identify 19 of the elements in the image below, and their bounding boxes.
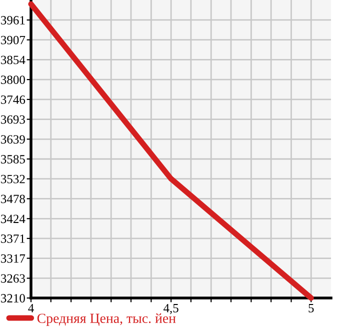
y-tick-label: 3585 xyxy=(1,155,25,164)
y-tick-label: 3907 xyxy=(1,36,26,44)
y-tick-label: 3693 xyxy=(1,115,25,124)
y-tick-label: 3371 xyxy=(1,234,25,243)
y-tick-label: 3854 xyxy=(1,56,26,64)
x-tick-label: 5 xyxy=(308,304,314,312)
y-tick-label: 3800 xyxy=(1,76,25,84)
legend-label: Средняя Цена, тыс. йен xyxy=(37,313,176,326)
y-tick-label: 3639 xyxy=(1,135,25,144)
y-tick-label: 3263 xyxy=(1,274,25,283)
y-tick-label: 3210 xyxy=(1,294,25,302)
x-tick-label: 4 xyxy=(28,304,34,312)
x-tick-label: 4,5 xyxy=(163,304,178,314)
y-tick-label: 3532 xyxy=(1,174,25,184)
y-tick-label: 3424 xyxy=(1,214,26,224)
y-tick-label: 3746 xyxy=(1,95,26,104)
y-tick-label: 3961 xyxy=(1,16,25,24)
y-tick-label: 3478 xyxy=(1,194,25,204)
y-tick-label: 3317 xyxy=(1,254,26,263)
